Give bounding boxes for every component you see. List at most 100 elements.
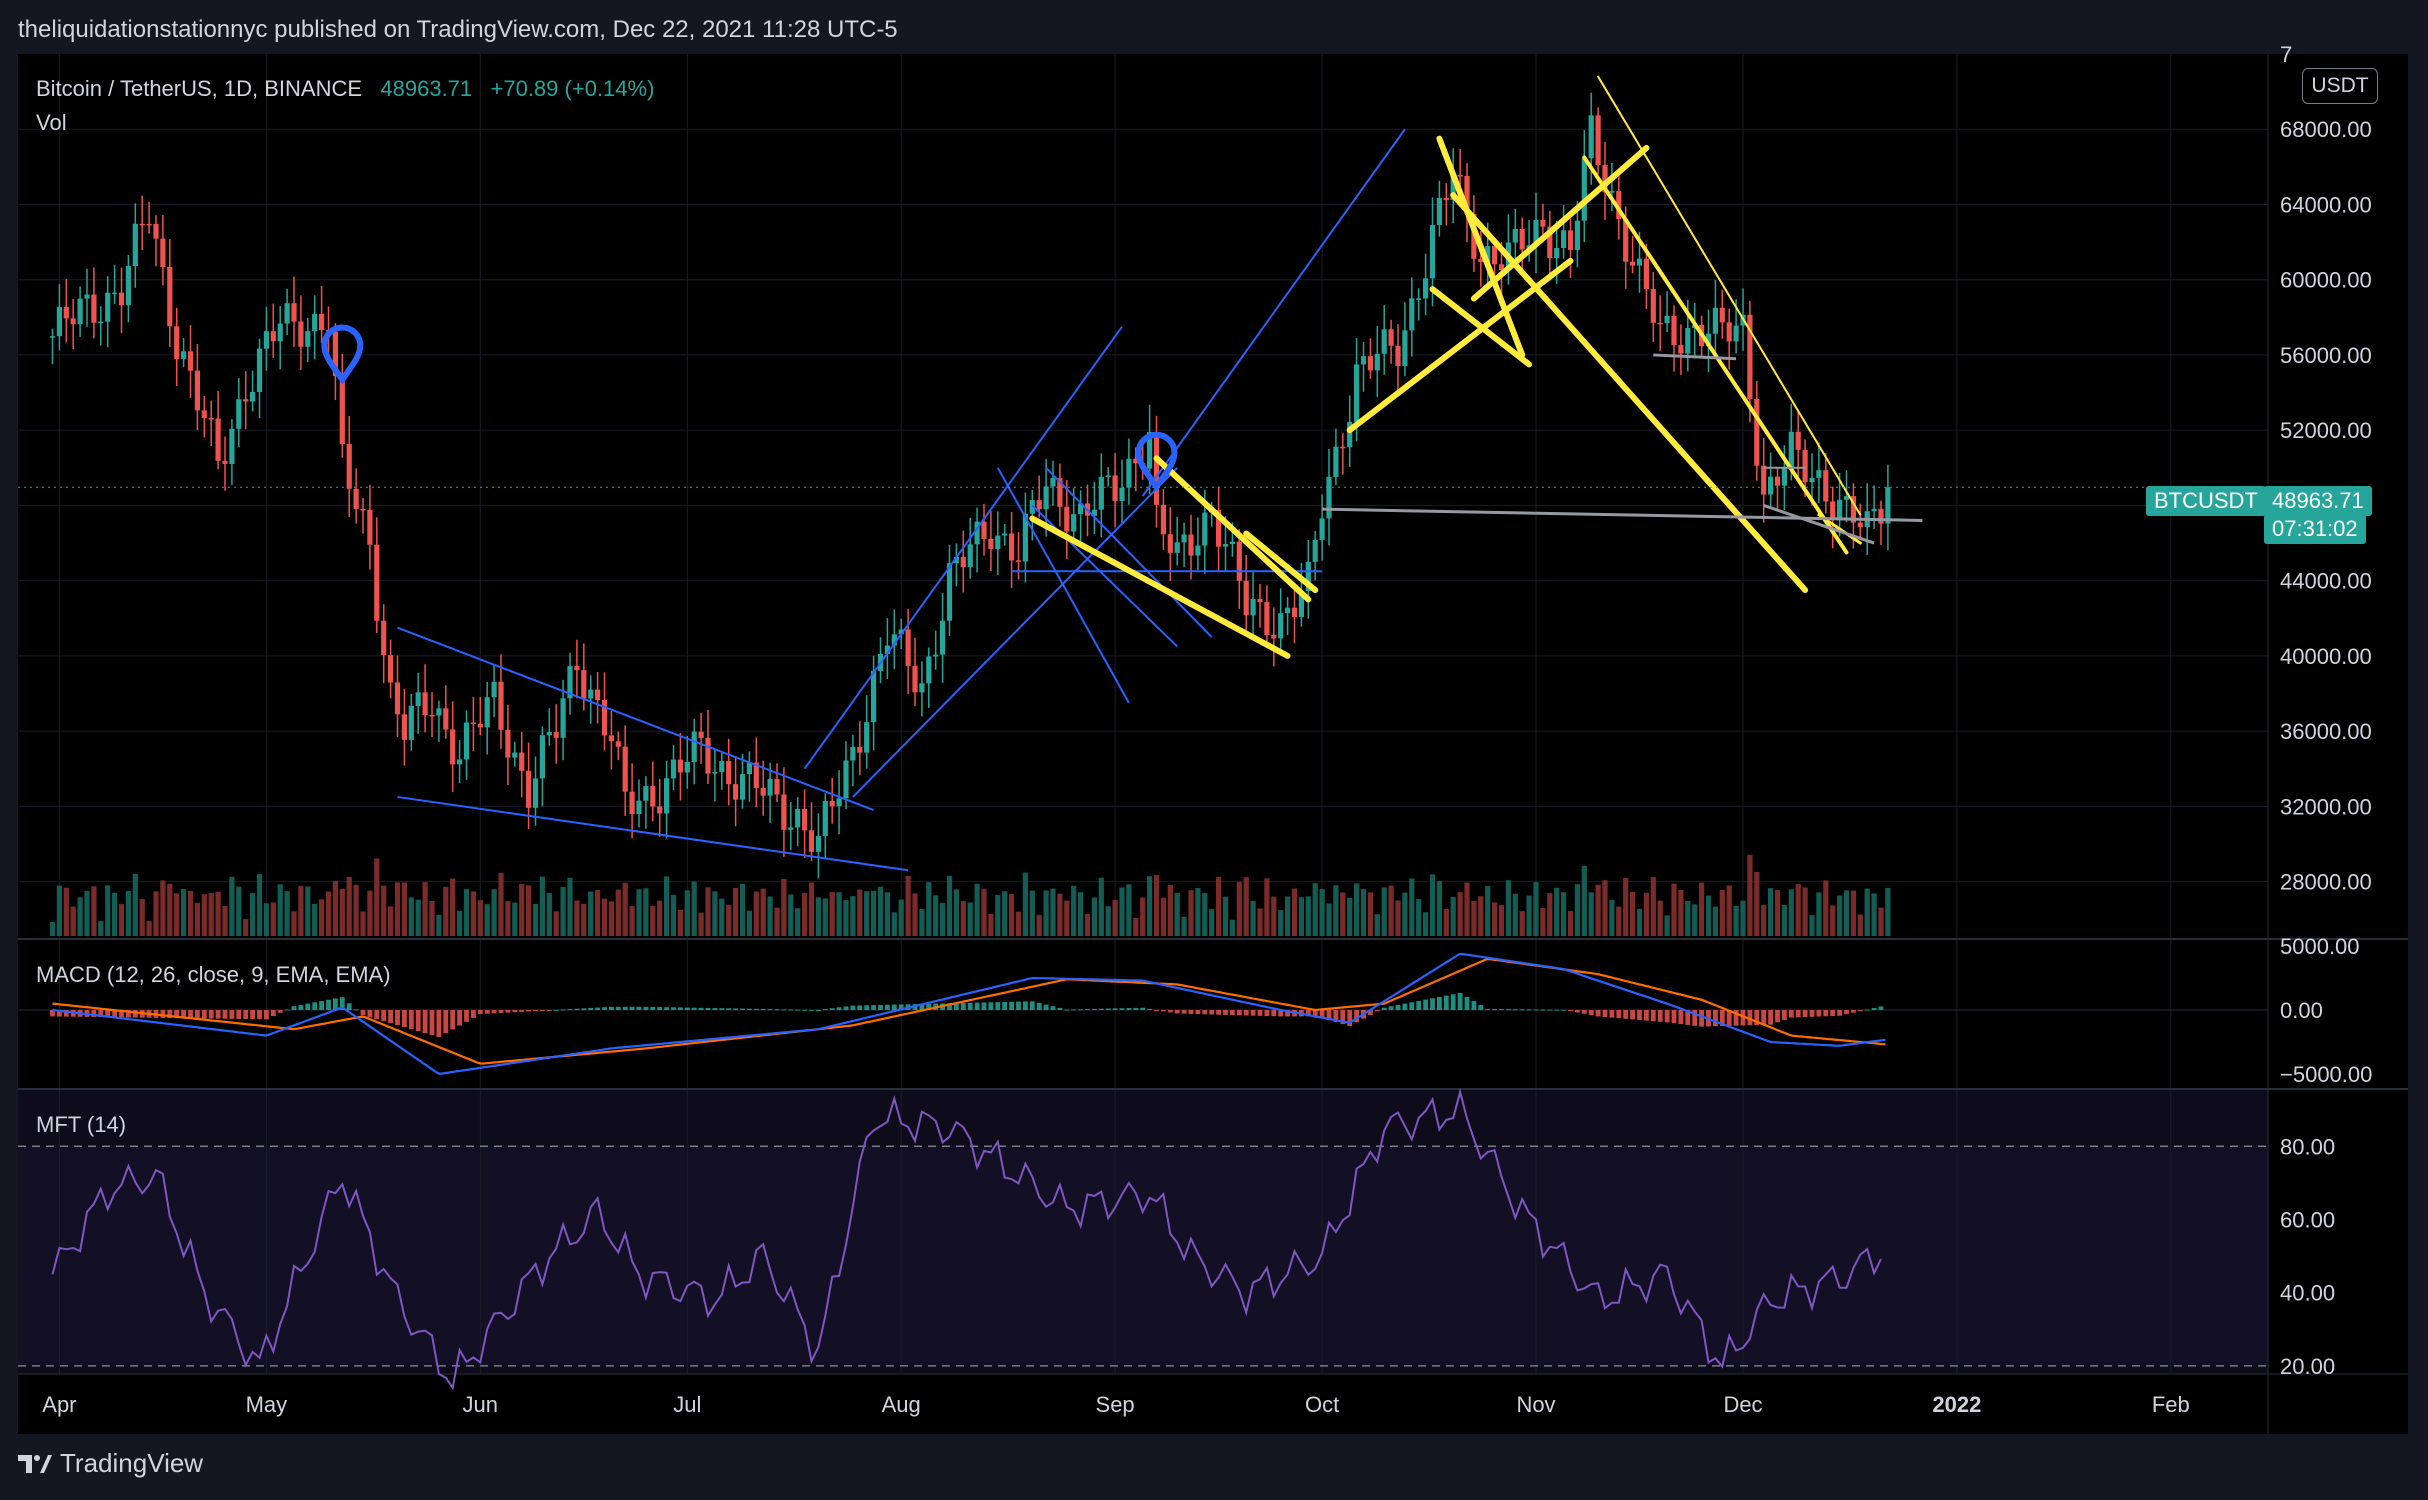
candle-body (650, 786, 656, 807)
candle (857, 721, 863, 776)
candle-body (1450, 175, 1456, 201)
histogram-bar (615, 1006, 621, 1010)
candle-body (167, 266, 173, 327)
candle-body (388, 655, 394, 683)
candle (222, 436, 228, 491)
volume-bar (436, 914, 442, 936)
histogram-bar (1057, 1007, 1063, 1010)
candle (181, 338, 187, 368)
candle (436, 700, 442, 742)
histogram-bar (477, 1010, 483, 1015)
histogram-bar (457, 1010, 462, 1026)
candle-body (1581, 158, 1587, 221)
candle (1160, 489, 1166, 550)
currency-scale-button[interactable]: USDT (2302, 68, 2378, 104)
histogram-bar (264, 1010, 269, 1020)
candle (912, 637, 918, 707)
histogram-bar (519, 1010, 525, 1012)
volume-bar (1105, 906, 1111, 936)
time-tick-label: Sep (1096, 1392, 1135, 1417)
candle (588, 675, 594, 724)
volume-bar (284, 891, 290, 936)
candle-body (1561, 230, 1567, 248)
candle (519, 732, 525, 798)
candle-body (1547, 226, 1553, 259)
candle-body (256, 348, 263, 392)
volume-bar (795, 908, 801, 936)
volume-bar (1243, 877, 1249, 936)
mft-legend: MFT (14) (36, 1112, 127, 1137)
candle-body (229, 428, 235, 464)
volume-bar (1057, 893, 1063, 936)
candle (608, 711, 614, 770)
volume-bar (201, 894, 207, 936)
candle (815, 813, 821, 879)
volume-bar (236, 886, 242, 936)
candle (753, 737, 759, 808)
candle-body (463, 722, 470, 760)
candle (1022, 492, 1028, 583)
histogram-bar (1036, 1002, 1042, 1010)
candle-body (1181, 534, 1187, 543)
macd-tick-label: 5000.00 (2280, 934, 2360, 959)
histogram-bar (981, 1002, 987, 1010)
histogram-bar (1423, 999, 1428, 1010)
candle-body (871, 670, 877, 723)
histogram-bar (126, 1010, 131, 1018)
candle (1712, 279, 1718, 357)
volume-bar (1699, 882, 1705, 936)
histogram-bar (1671, 1010, 1677, 1024)
volume-bar (1181, 916, 1187, 936)
histogram-bar (1002, 1001, 1008, 1010)
price-tick-label: 56000.00 (2280, 343, 2372, 368)
candle (1768, 452, 1774, 508)
volume-bar (1774, 890, 1781, 936)
candle-body (1285, 607, 1291, 614)
tradingview-logo[interactable]: TradingView (18, 1448, 203, 1479)
volume-bar (1747, 854, 1753, 936)
histogram-bar (1071, 1009, 1077, 1011)
candle (1216, 486, 1222, 571)
candle-body (1761, 465, 1767, 495)
candle (374, 517, 380, 634)
candle (733, 755, 739, 827)
histogram-bar (1333, 1010, 1339, 1023)
candle (1009, 512, 1015, 589)
volume-bar (1133, 917, 1139, 936)
time-tick-label: Dec (1723, 1392, 1762, 1417)
candle-body (236, 399, 242, 429)
volume-bar (829, 892, 835, 936)
volume-bar (1850, 890, 1856, 936)
candle-body (1250, 599, 1256, 616)
candle-body (56, 307, 62, 337)
histogram-bar (636, 1006, 642, 1010)
candle (250, 370, 256, 412)
volume-bar (1036, 914, 1042, 936)
volume-bar (1188, 890, 1194, 936)
candle-body (636, 800, 642, 815)
histogram-bar (1167, 1010, 1173, 1013)
candle-body (1050, 478, 1056, 487)
volume-bar (974, 883, 980, 936)
candle (1057, 463, 1063, 527)
histogram-bar (381, 1010, 387, 1022)
candle-body (201, 410, 207, 419)
candle (98, 306, 104, 346)
candle (891, 609, 897, 670)
volume-bar (1781, 904, 1787, 936)
volume-bar (1436, 881, 1442, 936)
histogram-bar (1029, 1001, 1035, 1010)
candle (1505, 214, 1511, 285)
volume-bar (1761, 904, 1767, 936)
candle-body (243, 399, 249, 402)
candle (1878, 500, 1884, 545)
candle-body (332, 331, 338, 376)
trendline (1429, 286, 1533, 368)
candle-body (263, 331, 269, 349)
volume-bar (1374, 914, 1380, 936)
volume-bar (1043, 890, 1049, 936)
volume-bar (850, 896, 856, 936)
candle-body (601, 700, 608, 736)
histogram-bar (160, 1010, 166, 1018)
